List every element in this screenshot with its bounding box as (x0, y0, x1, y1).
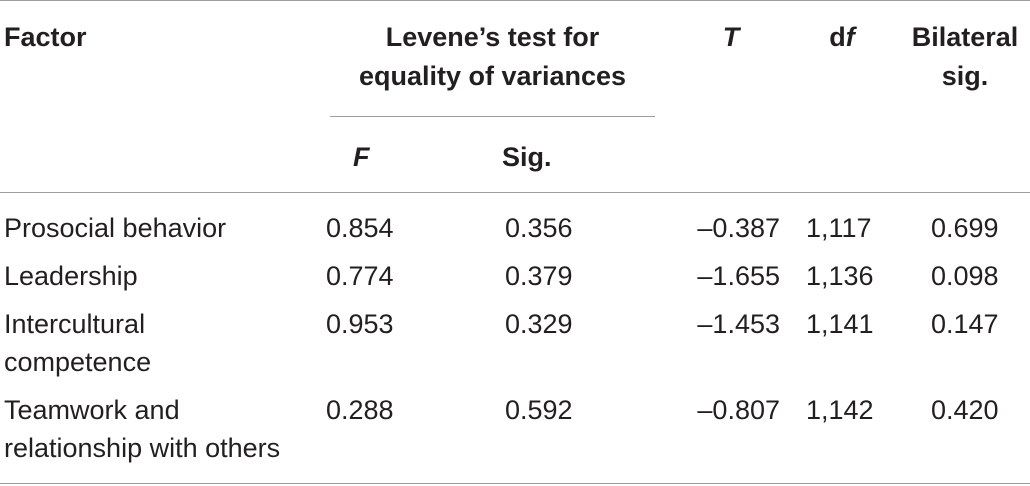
row-4-bilateral: 0.420 (931, 395, 999, 425)
row-4-factor-line1: Teamwork and (4, 395, 180, 425)
row-4-df: 1,142 (806, 395, 874, 425)
row-4-factor-line2: relationship with others (4, 433, 281, 463)
row-4-sig: 0.592 (505, 395, 573, 425)
row-3-f: 0.953 (326, 309, 394, 339)
row-4-t: –0.807 (697, 395, 780, 425)
row-2-df: 1,136 (806, 261, 874, 291)
row-1-df: 1,117 (806, 213, 872, 243)
header-levene-line1: Levene’s test for (385, 22, 600, 52)
row-3-t: –1.453 (697, 309, 780, 339)
header-levene-line2: equality of variances (358, 61, 627, 91)
row-1-bilateral: 0.699 (931, 213, 999, 243)
row-2-bilateral: 0.098 (931, 261, 999, 291)
row-3-factor-line1: Intercultural (4, 309, 146, 339)
header-bilateral-line2: sig. (941, 61, 989, 91)
row-1-t: –0.387 (697, 213, 780, 243)
row-3-df: 1,141 (806, 309, 874, 339)
row-4-f: 0.288 (326, 395, 394, 425)
row-2-sig: 0.379 (505, 261, 573, 291)
row-3-bilateral: 0.147 (931, 309, 999, 339)
table-top-rule (0, 0, 1030, 1)
header-f: F (353, 142, 370, 172)
row-1-sig: 0.356 (505, 213, 573, 243)
header-factor: Factor (4, 22, 87, 52)
table-header-rule (0, 192, 1030, 193)
header-df-f: f (845, 22, 855, 52)
levene-sub-rule (330, 116, 655, 117)
row-3-sig: 0.329 (505, 309, 573, 339)
header-df-d: d (829, 22, 846, 52)
row-2-f: 0.774 (326, 261, 394, 291)
header-sig: Sig. (502, 142, 552, 172)
header-df: df (812, 18, 872, 56)
row-2-factor: Leadership (4, 261, 138, 291)
row-1-f: 0.854 (326, 213, 394, 243)
row-3-factor-line2: competence (4, 347, 152, 377)
row-1-factor: Prosocial behavior (4, 213, 227, 243)
table-bottom-rule (0, 483, 1030, 484)
header-t: T (722, 22, 740, 52)
row-2-t: –1.655 (697, 261, 780, 291)
header-bilateral-line1: Bilateral (911, 22, 1019, 52)
